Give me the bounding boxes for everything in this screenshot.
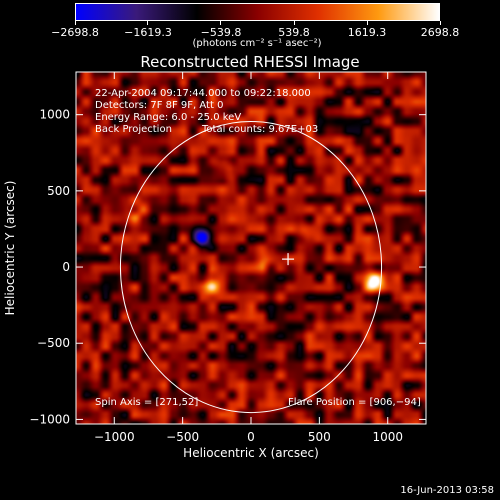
annotation-energy-range: Energy Range: 6.0 - 25.0 keV [95, 112, 242, 123]
y-tick-label: 1000 [39, 108, 70, 122]
solar-disk-circle [119, 121, 383, 414]
x-axis-label: Heliocentric X (arcsec) [183, 446, 319, 460]
x-tick-label: 1000 [372, 430, 403, 444]
footer-date: 16-Jun-2013 03:58 [400, 485, 494, 496]
x-tick-label: −1000 [94, 430, 135, 444]
colorbar-tick [293, 21, 295, 25]
colorbar-tick-label: 1619.3 [347, 26, 387, 39]
colorbar [75, 3, 440, 21]
spin-axis-label: Spin Axis = [271,52] [95, 397, 199, 408]
y-axis-label: Heliocentric Y (arcsec) [3, 181, 17, 316]
x-tick-label: 0 [247, 430, 255, 444]
colorbar-tick-label: −539.8 [200, 26, 242, 39]
x-tick-label: 500 [308, 430, 331, 444]
colorbar-tick [147, 21, 149, 25]
chart-title: Reconstructed RHESSI Image [140, 53, 360, 71]
annotation-method: Back Projection [95, 124, 172, 135]
y-tick-label: 500 [47, 184, 70, 198]
annotation-time-range: 22-Apr-2004 09:17:44.000 to 09:22:18.000 [95, 88, 311, 99]
colorbar-tick [220, 21, 222, 25]
colorbar-unit-label: (photons cm⁻² s⁻¹ asec⁻²) [192, 38, 322, 49]
colorbar-tick-label: 539.8 [278, 26, 310, 39]
colorbar-tick [439, 21, 441, 25]
colorbar-tick-label: −2698.8 [51, 26, 99, 39]
colorbar-tick-label: −1619.3 [124, 26, 172, 39]
y-tick-label: −500 [37, 336, 70, 350]
y-tick-label: −1000 [29, 412, 70, 426]
colorbar-tick-label: 2698.8 [420, 26, 460, 39]
colorbar-tick [74, 21, 76, 25]
annotation-detectors: Detectors: 7F 8F 9F, Att 0 [95, 100, 224, 111]
flare-position-label: Flare Position = [906,−94] [288, 397, 421, 408]
heatmap-image [76, 72, 426, 424]
x-tick-label: −500 [166, 430, 199, 444]
colorbar-tick [366, 21, 368, 25]
annotation-total-counts: Total counts: 9.67E+03 [202, 124, 319, 135]
y-tick-label: 0 [62, 260, 70, 274]
